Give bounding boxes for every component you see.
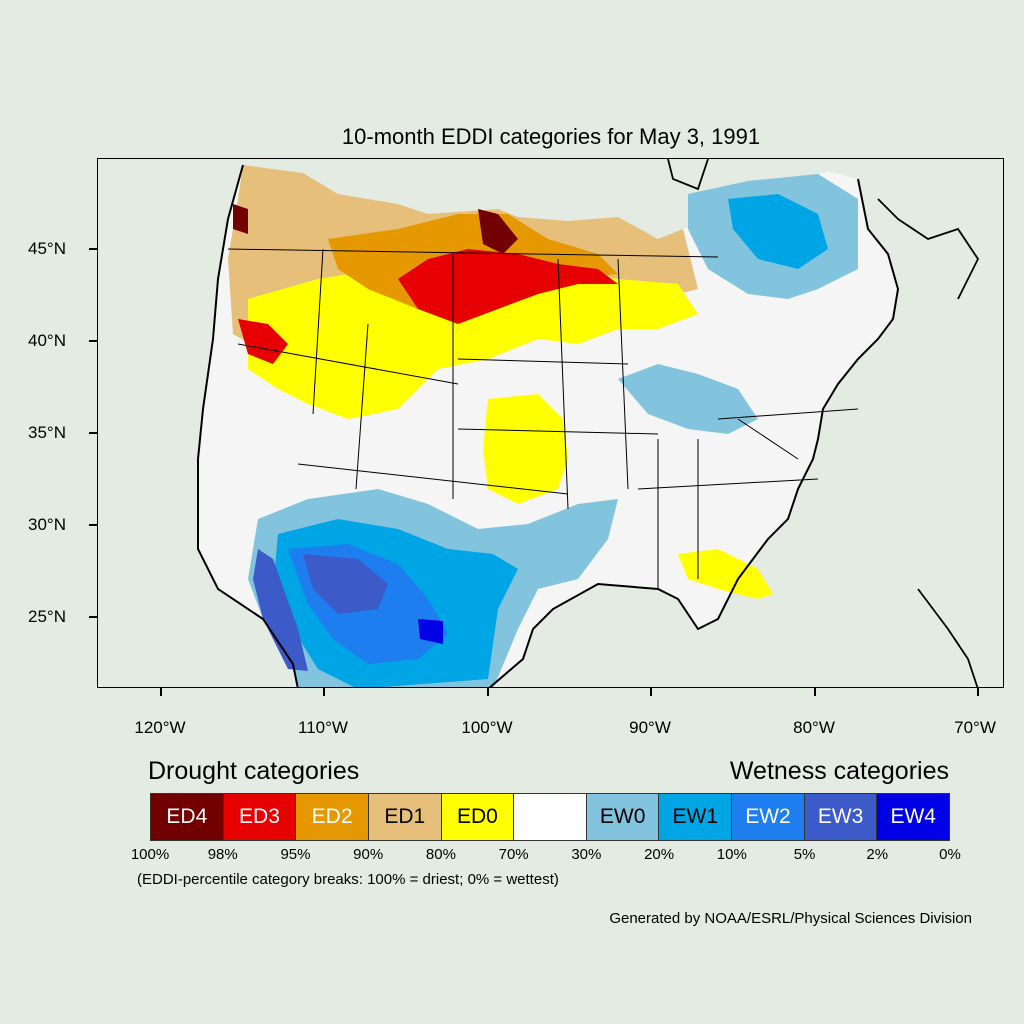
lon-label: 120°W [134, 718, 186, 737]
credit-line: Generated by NOAA/ESRL/Physical Sciences… [609, 910, 972, 927]
lat-label: 40°N [28, 331, 66, 350]
legend-break-label: 10% [716, 846, 747, 863]
lat-tick [89, 524, 97, 526]
coastline [197, 164, 900, 687]
lat-tick [89, 616, 97, 618]
drought-ed4-west [233, 204, 248, 234]
wet-ew3-south [303, 554, 388, 614]
legend-break-label: 80% [425, 846, 456, 863]
lat-label: 30°N [28, 515, 66, 534]
drought-ed0-southeast [678, 549, 773, 599]
legend-cell-ed1: ED1 [368, 794, 442, 840]
wet-ew0-greatlakes [618, 364, 758, 434]
lon-tick [160, 688, 162, 696]
legend-note: (EDDI-percentile category breaks: 100% =… [137, 871, 559, 888]
legend-break-label: 100% [130, 846, 170, 863]
legend-cell-ed2: ED2 [296, 794, 369, 840]
legend-cell-ew0: EW0 [586, 794, 660, 840]
legend-cell-ew3: EW3 [804, 794, 878, 840]
map-title: 10-month EDDI categories for May 3, 1991 [341, 124, 761, 149]
wet-ew1-northeast [728, 194, 828, 269]
legend-cell-ew4: EW4 [877, 794, 950, 840]
wet-ew3-baja [253, 549, 308, 671]
lon-tick [977, 688, 979, 696]
legend-break-label: 0% [939, 846, 961, 863]
drought-ed3-west [238, 319, 288, 364]
lat-label: 35°N [28, 423, 66, 442]
legend-cell-ew1: EW1 [659, 794, 733, 840]
lon-label: 100°W [461, 718, 513, 737]
canada-coast [667, 159, 980, 687]
drought-ed4-north [478, 209, 518, 254]
legend-cell-normal [514, 794, 587, 840]
wetness-heading: Wetness categories [729, 757, 949, 785]
lat-tick [89, 432, 97, 434]
legend-break-label: 95% [280, 846, 311, 863]
lon-tick [323, 688, 325, 696]
legend-cell-ed4: ED4 [151, 794, 224, 840]
legend-break-label: 20% [644, 846, 675, 863]
lat-label: 25°N [28, 607, 66, 626]
legend-cell-ed0: ED0 [441, 794, 515, 840]
legend-break-label: 70% [498, 846, 529, 863]
legend-break-label: 2% [866, 846, 889, 863]
legend-break-label: 30% [571, 846, 602, 863]
legend-break-label: 90% [353, 846, 384, 863]
lat-label: 45°N [28, 239, 66, 258]
drought-heading: Drought categories [148, 757, 360, 785]
legend-cell-ew2: EW2 [732, 794, 805, 840]
legend-cell-ed3: ED3 [223, 794, 297, 840]
wet-ew4-south [418, 619, 443, 644]
lon-label: 110°W [298, 718, 348, 737]
lon-label: 80°W [793, 718, 835, 737]
eddi-map [197, 159, 980, 687]
lon-label: 90°W [629, 718, 671, 737]
legend-break-label: 98% [207, 846, 238, 863]
legend-break-label: 5% [793, 846, 816, 863]
lon-tick [650, 688, 652, 696]
drought-ed0-plains [483, 394, 568, 504]
state-boundaries [227, 248, 859, 589]
map-panel [97, 158, 1004, 688]
lon-label: 70°W [954, 718, 996, 737]
lat-tick [89, 340, 97, 342]
lat-tick [89, 248, 97, 250]
lon-tick [487, 688, 489, 696]
drought-ed0-north [248, 269, 698, 419]
lon-tick [814, 688, 816, 696]
legend-bar: ED4 ED3 ED2 ED1 ED0 EW0 EW1 EW2 EW3 EW4 [150, 793, 950, 841]
